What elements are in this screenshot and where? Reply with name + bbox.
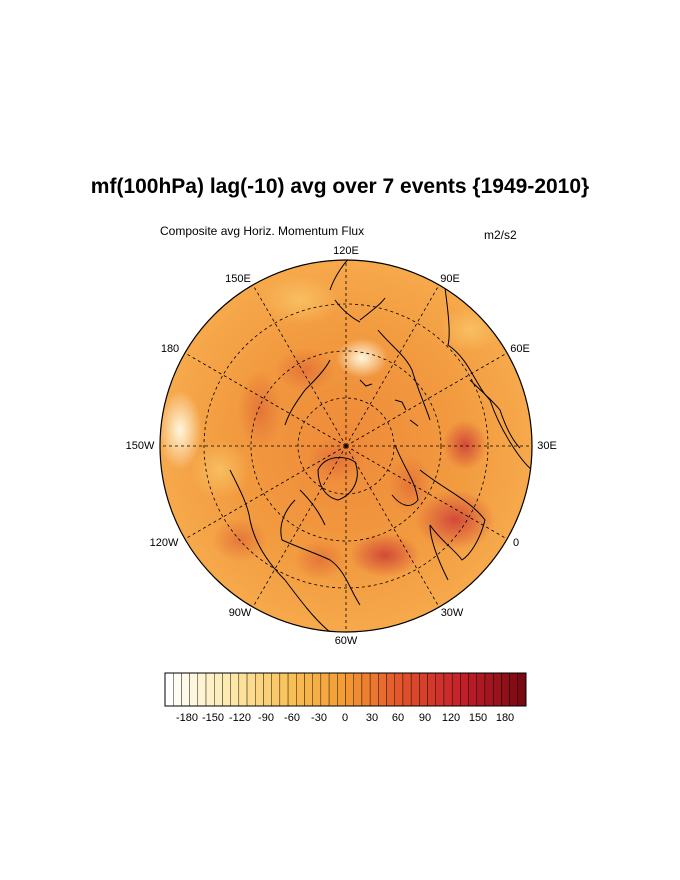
colorbar-tick-label: 180 (495, 712, 515, 724)
colorbar-tick-label: 90 (418, 712, 432, 724)
colorbar-swatch (164, 672, 174, 707)
colorbar-swatch (197, 672, 207, 707)
colorbar-tick-label: -180 (175, 712, 199, 724)
colorbar-swatch (501, 672, 510, 707)
colorbar-swatch (345, 672, 354, 707)
colorbar-swatch (435, 672, 445, 707)
colorbar-swatch (476, 672, 486, 707)
colorbar-swatch (460, 672, 469, 707)
colorbar-tick-label: -120 (228, 712, 252, 724)
colorbar-swatch (386, 672, 395, 707)
colorbar-swatch (287, 672, 297, 707)
colorbar-swatch (214, 672, 223, 707)
field-description: Composite avg Horiz. Momentum Flux (160, 224, 365, 238)
colorbar-labels: -180 -150 -120 -90 -60 -30 0 30 60 90 12… (0, 712, 680, 728)
colorbar-swatch (419, 672, 428, 707)
map-border (159, 259, 533, 633)
shaded-field (160, 260, 532, 632)
lon-label-90e: 90E (440, 273, 460, 285)
colorbar-swatch (361, 672, 371, 707)
colorbar-frame (164, 672, 527, 707)
colorbar-swatch (205, 672, 215, 707)
colorbar-swatch (328, 672, 338, 707)
plot-title: mf(100hPa) lag(-10) avg over 7 events {1… (90, 175, 590, 198)
colorbar-swatch (484, 672, 494, 707)
colorbar-swatch (222, 672, 231, 707)
lon-label-30e: 30E (537, 440, 557, 452)
colorbar-swatch (312, 672, 322, 707)
colorbar-tick-label: -60 (284, 712, 300, 724)
colorbar-swatch (320, 672, 330, 707)
colorbar-tick-label: 120 (441, 712, 461, 724)
colorbar-swatch (353, 672, 363, 707)
colorbar-tick-label: 150 (468, 712, 488, 724)
colorbar (164, 672, 527, 707)
colorbar-swatch (468, 672, 477, 707)
colorbar-swatch (181, 672, 190, 707)
colorbar-tick-label: 0 (341, 712, 349, 724)
colorbar-swatch (337, 672, 346, 707)
colorbar-swatch (304, 672, 313, 707)
coastlines (229, 260, 532, 632)
colorbar-swatch (296, 672, 305, 707)
colorbar-tick-label: -90 (258, 712, 274, 724)
colorbar-swatch (492, 672, 502, 707)
lon-label-150w: 150W (125, 440, 155, 452)
lon-label-60e: 60E (510, 343, 530, 355)
colorbar-swatch (369, 672, 379, 707)
lon-label-0: 0 (512, 537, 520, 549)
colorbar-tick-label: -150 (201, 712, 225, 724)
colorbar-swatch (279, 672, 289, 707)
colorbar-swatch (378, 672, 387, 707)
lon-label-30w: 30W (440, 607, 464, 619)
colorbar-swatch (517, 672, 527, 707)
colorbar-swatch (427, 672, 436, 707)
colorbar-swatch (230, 672, 240, 707)
lon-label-90w: 90W (228, 607, 252, 619)
colorbar-swatch (394, 672, 404, 707)
colorbar-swatch (451, 672, 461, 707)
colorbar-tick-label: 60 (391, 712, 405, 724)
colorbar-swatch (263, 672, 272, 707)
colorbar-swatch (509, 672, 518, 707)
units-label: m2/s2 (484, 228, 517, 242)
lon-label-60w: 60W (334, 635, 358, 647)
colorbar-swatch (238, 672, 248, 707)
colorbar-swatch (271, 672, 281, 707)
colorbar-swatch (255, 672, 264, 707)
colorbar-tick-label: -30 (311, 712, 327, 724)
colorbar-swatch (173, 672, 182, 707)
colorbar-swatch (410, 672, 420, 707)
colorbar-swatch (402, 672, 412, 707)
colorbar-tick-label: 30 (365, 712, 379, 724)
lon-label-150e: 150E (225, 273, 251, 285)
lon-label-180: 180 (160, 343, 180, 355)
colorbar-swatch (443, 672, 453, 707)
lon-label-120w: 120W (149, 537, 179, 549)
colorbar-swatch (246, 672, 256, 707)
graticule (160, 260, 532, 632)
colorbar-swatch (189, 672, 199, 707)
lon-label-120e: 120E (333, 245, 359, 257)
